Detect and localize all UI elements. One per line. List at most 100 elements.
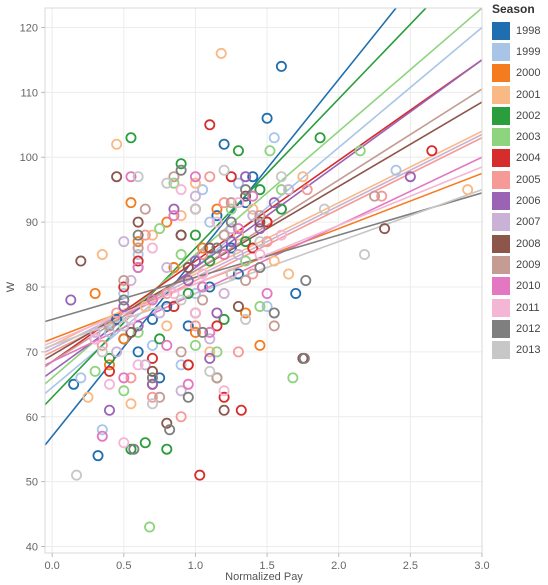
data-point-2009	[225, 197, 237, 209]
legend-item-2005[interactable]: 2005	[488, 169, 548, 190]
data-point-2004	[132, 255, 144, 267]
data-point-2007	[161, 262, 173, 274]
data-point-1998	[247, 171, 259, 183]
data-point-2004	[118, 281, 130, 293]
data-point-2011	[89, 333, 101, 345]
data-point-2013	[189, 203, 201, 215]
legend-item-2011[interactable]: 2011	[488, 297, 548, 318]
data-point-2004	[204, 119, 216, 131]
data-point-2006	[118, 300, 130, 312]
y-tick-label: 50	[26, 477, 38, 489]
data-point-2012	[225, 216, 237, 228]
data-point-2003	[211, 346, 223, 358]
data-point-2002	[139, 437, 151, 449]
data-point-1999	[103, 326, 115, 338]
legend-item-2009[interactable]: 2009	[488, 254, 548, 275]
legend-swatch	[492, 341, 510, 360]
data-point-2002	[154, 333, 166, 345]
data-point-2001	[462, 184, 474, 196]
y-axis-title: W	[5, 281, 17, 292]
data-point-2012	[164, 424, 176, 436]
legend-item-1999[interactable]: 1999	[488, 41, 548, 62]
legend-label: 1998	[516, 24, 541, 37]
legend-item-2007[interactable]: 2007	[488, 212, 548, 233]
data-point-2006	[254, 223, 266, 235]
trend-line-2009	[45, 88, 482, 367]
legend-item-2012[interactable]: 2012	[488, 318, 548, 339]
data-point-2011	[146, 242, 158, 254]
data-point-2012	[300, 274, 312, 286]
legend-swatch	[492, 255, 510, 274]
data-point-1998	[111, 313, 123, 325]
legend: Season 1998 1999 2000 2001 2002 2003 2004 2005 2…	[488, 0, 548, 361]
legend-item-2010[interactable]: 2010	[488, 276, 548, 297]
data-point-2010	[96, 430, 108, 442]
data-point-1999	[268, 132, 280, 144]
data-point-2005	[139, 229, 151, 241]
data-point-2013	[96, 346, 108, 358]
data-point-1998	[154, 372, 166, 384]
data-point-2000	[240, 307, 252, 319]
data-point-2010	[161, 339, 173, 351]
legend-label: 2002	[516, 109, 541, 122]
data-point-2008	[132, 216, 144, 228]
data-point-2008	[75, 255, 87, 267]
data-point-2011	[103, 378, 115, 390]
data-point-2013	[254, 236, 266, 248]
data-point-2012	[118, 294, 130, 306]
data-point-1999	[261, 300, 273, 312]
data-point-2009	[218, 229, 230, 241]
data-point-2012	[132, 229, 144, 241]
data-point-2011	[275, 229, 287, 241]
data-point-2013	[161, 177, 173, 189]
data-point-1999	[197, 184, 209, 196]
data-point-2003	[144, 521, 156, 533]
data-point-2002	[275, 203, 287, 215]
data-point-2000	[211, 203, 223, 215]
legend-item-2000[interactable]: 2000	[488, 63, 548, 84]
data-point-2012	[146, 372, 158, 384]
legend-item-2002[interactable]: 2002	[488, 105, 548, 126]
data-point-2009	[254, 210, 266, 222]
data-point-2010	[182, 378, 194, 390]
data-point-2005	[247, 268, 259, 280]
data-point-1998	[132, 346, 144, 358]
data-point-2001	[146, 229, 158, 241]
legend-item-2003[interactable]: 2003	[488, 126, 548, 147]
legend-label: 1999	[516, 45, 541, 58]
data-point-2005	[125, 372, 137, 384]
data-point-2004	[426, 145, 438, 157]
data-point-2005	[96, 339, 108, 351]
data-point-2002	[254, 184, 266, 196]
data-point-2004	[182, 359, 194, 371]
data-point-2006	[132, 320, 144, 332]
data-point-2006	[211, 307, 223, 319]
legend-swatch	[492, 213, 510, 232]
data-point-1998	[225, 242, 237, 254]
legend-item-2013[interactable]: 2013	[488, 339, 548, 360]
data-point-2013	[204, 365, 216, 377]
data-point-2004	[194, 469, 206, 481]
legend-item-2006[interactable]: 2006	[488, 190, 548, 211]
legend-item-2008[interactable]: 2008	[488, 233, 548, 254]
data-point-2012	[128, 443, 140, 455]
legend-label: 2000	[516, 67, 541, 80]
y-tick-label: 90	[26, 217, 38, 229]
data-point-2012	[254, 262, 266, 274]
data-point-2007	[247, 210, 259, 222]
data-point-2011	[125, 313, 137, 325]
data-point-2007	[189, 190, 201, 202]
data-point-2010	[146, 294, 158, 306]
data-point-2009	[175, 346, 187, 358]
legend-item-1998[interactable]: 1998	[488, 20, 548, 41]
data-point-2006	[168, 203, 180, 215]
data-point-2005	[376, 190, 388, 202]
data-point-2006	[103, 404, 115, 416]
data-point-2003	[240, 255, 252, 267]
data-point-2002	[125, 132, 137, 144]
legend-item-2001[interactable]: 2001	[488, 84, 548, 105]
data-point-2007	[175, 385, 187, 397]
legend-swatch	[492, 106, 510, 125]
data-point-2013	[359, 249, 371, 261]
legend-item-2004[interactable]: 2004	[488, 148, 548, 169]
